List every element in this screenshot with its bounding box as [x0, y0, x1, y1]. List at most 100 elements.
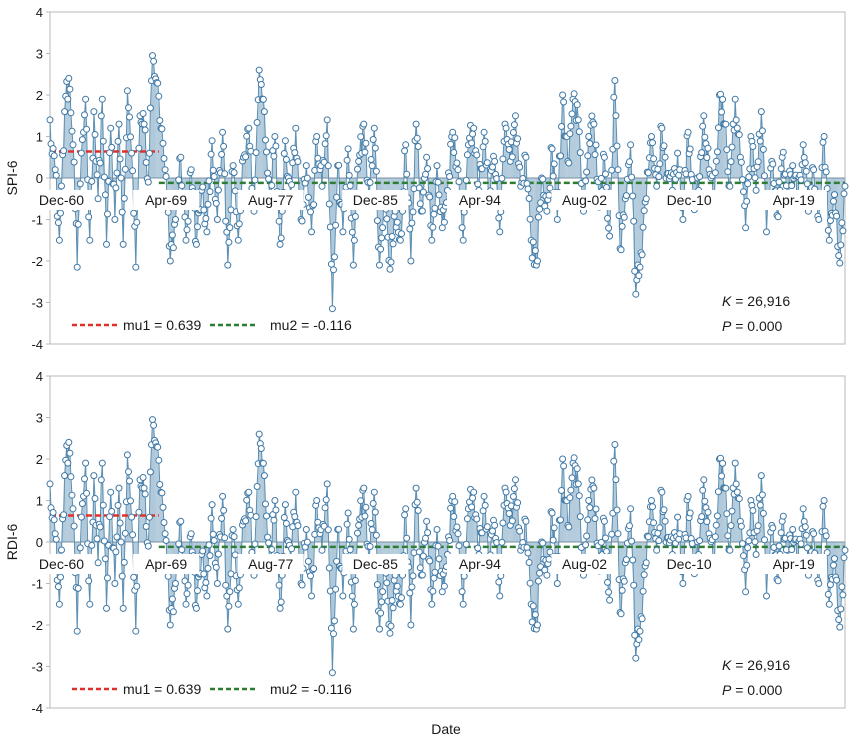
data-point	[789, 526, 797, 533]
data-point	[840, 554, 848, 562]
data-point	[742, 224, 750, 232]
x-tick-label-bg	[237, 554, 304, 574]
data-point	[636, 627, 644, 635]
data-point	[263, 148, 270, 156]
data-point	[206, 552, 214, 560]
data-point	[749, 143, 757, 150]
data-point	[605, 224, 613, 232]
data-point	[701, 133, 709, 141]
data-point	[324, 526, 332, 534]
data-point	[177, 153, 185, 161]
x-tick-label: Aug-02	[562, 192, 607, 208]
data-point	[447, 504, 455, 512]
data-point	[631, 267, 639, 275]
data-point	[600, 517, 608, 525]
data-point	[469, 494, 477, 502]
data-point	[324, 162, 332, 170]
data-point	[107, 488, 115, 496]
data-point	[328, 669, 336, 677]
data-point	[584, 516, 592, 524]
data-point	[125, 468, 132, 476]
data-point	[614, 166, 622, 174]
spi-panel: 4 3 2 1 0 -1 -2 -3 -4 SPI-6 Dec-60 Apr-69 Aug-77 Dec-…	[4, 5, 849, 352]
data-point	[183, 226, 191, 234]
stat-p-value: = 0.000	[731, 318, 782, 334]
data-point	[743, 561, 751, 569]
data-point	[288, 181, 296, 189]
x-tick-label-bg	[28, 190, 95, 210]
data-point	[50, 516, 58, 524]
data-point	[270, 516, 278, 524]
data-point	[835, 616, 843, 624]
data-point	[458, 588, 466, 596]
data-point	[116, 155, 124, 163]
data-point	[700, 476, 708, 484]
data-point	[480, 128, 488, 136]
data-point	[348, 228, 356, 236]
data-point	[107, 124, 115, 132]
data-point	[146, 104, 154, 112]
data-point	[126, 113, 133, 121]
data-point	[100, 537, 108, 545]
data-point	[98, 459, 106, 467]
data-point	[536, 569, 544, 577]
data-point	[97, 112, 105, 120]
data-point	[210, 173, 218, 180]
data-point	[836, 259, 844, 267]
data-point	[127, 133, 134, 141]
data-point	[255, 66, 263, 74]
data-point	[379, 224, 387, 232]
data-point	[745, 173, 753, 181]
data-point	[61, 108, 69, 116]
data-point	[369, 500, 377, 507]
legend-mu1-label: mu1 = 0.639	[123, 317, 201, 333]
data-point	[739, 176, 746, 184]
data-point	[202, 579, 210, 586]
data-point	[55, 236, 63, 244]
data-point	[65, 438, 73, 446]
data-point	[635, 636, 643, 644]
rdi-panel: 4 3 2 1 0 -1 -2 -3 -4 RDI-6 Dec-60 Apr-69 Aug-77 Dec-…	[4, 369, 849, 716]
data-point	[119, 240, 127, 248]
data-point	[754, 158, 762, 166]
data-point	[751, 538, 759, 546]
data-point	[754, 522, 762, 530]
data-point	[132, 627, 140, 635]
data-point	[281, 501, 289, 509]
data-point	[602, 170, 609, 178]
y-tick-label: 4	[36, 5, 43, 20]
data-point	[222, 581, 230, 589]
data-point	[76, 180, 84, 188]
data-point	[372, 531, 380, 539]
data-point	[265, 539, 273, 547]
data-point	[98, 95, 106, 103]
data-point	[150, 421, 158, 429]
data-point	[129, 531, 137, 539]
data-point	[263, 512, 270, 520]
data-point	[322, 132, 330, 140]
data-point	[208, 501, 216, 509]
data-point	[226, 224, 234, 232]
data-point	[429, 587, 437, 595]
data-point	[718, 472, 726, 480]
x-tick-label-bg	[342, 190, 409, 210]
data-point	[586, 504, 594, 512]
data-point	[298, 217, 306, 225]
data-point	[67, 473, 75, 481]
data-point	[313, 497, 321, 504]
data-point	[302, 526, 310, 533]
data-point	[318, 182, 326, 190]
data-point	[142, 159, 150, 166]
data-point	[220, 506, 228, 514]
data-point	[119, 604, 127, 612]
data-point	[799, 141, 807, 149]
stat-p: P = 0.000	[722, 318, 783, 334]
data-point	[424, 165, 432, 173]
data-point	[574, 480, 582, 488]
data-point	[573, 101, 581, 109]
y-tick-label: 2	[36, 452, 43, 467]
data-point	[588, 476, 596, 484]
data-point	[758, 127, 766, 135]
data-point	[739, 540, 746, 548]
data-point	[583, 532, 591, 540]
